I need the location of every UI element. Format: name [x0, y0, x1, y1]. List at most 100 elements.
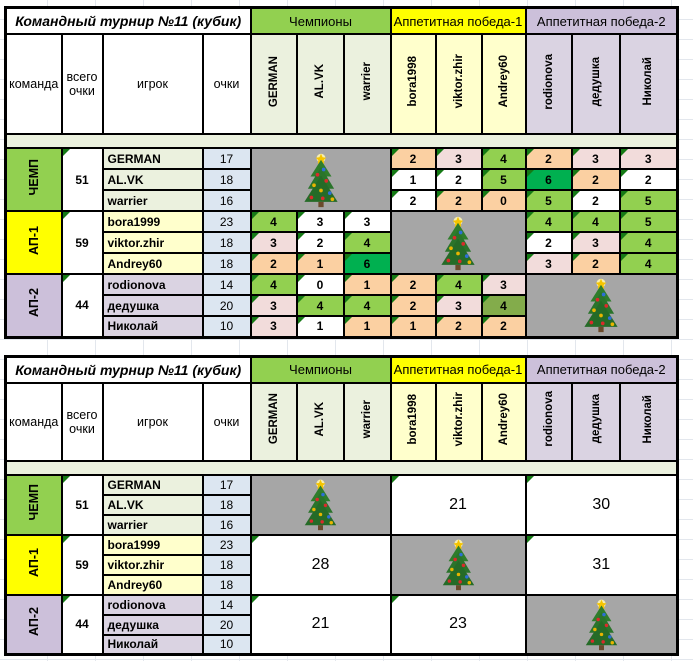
score-cell[interactable]: 3: [524, 252, 573, 275]
score-cell[interactable]: 3: [249, 231, 298, 254]
score-cell[interactable]: 3: [434, 294, 483, 317]
score-cell[interactable]: 5: [480, 168, 527, 191]
score-cell[interactable]: 3: [570, 147, 621, 170]
player-points[interactable]: 20: [201, 294, 252, 317]
player-name[interactable]: viktor.zhir: [101, 553, 204, 576]
score-cell[interactable]: 4: [342, 231, 392, 254]
score-cell[interactable]: 6: [342, 252, 392, 275]
score-cell[interactable]: 4: [295, 294, 345, 317]
team-label[interactable]: АП-2: [4, 593, 63, 656]
player-column-header[interactable]: bora1998: [389, 33, 437, 135]
score-cell[interactable]: 4: [249, 273, 298, 296]
team-total[interactable]: 51: [60, 473, 104, 536]
player-name[interactable]: Andrey60: [101, 252, 204, 275]
player-points[interactable]: 10: [201, 633, 252, 656]
group-header-champions[interactable]: Чемпионы: [249, 6, 392, 35]
score-cell[interactable]: 2: [389, 147, 437, 170]
player-points[interactable]: 10: [201, 315, 252, 338]
score-cell[interactable]: 2: [389, 273, 437, 296]
player-points[interactable]: 18: [201, 573, 252, 596]
player-points[interactable]: 23: [201, 533, 252, 556]
score-cell[interactable]: 3: [249, 315, 298, 338]
score-cell[interactable]: 2: [570, 168, 621, 191]
group-header-ap1[interactable]: Аппетитная победа-1: [389, 355, 527, 384]
score-cell[interactable]: 2: [434, 168, 483, 191]
tree-cell[interactable]: [249, 147, 392, 212]
score-cell[interactable]: 4: [342, 294, 392, 317]
player-name[interactable]: rodionova: [101, 273, 204, 296]
player-name[interactable]: Николай: [101, 633, 204, 656]
score-cell[interactable]: 0: [295, 273, 345, 296]
player-points[interactable]: 14: [201, 273, 252, 296]
player-points[interactable]: 23: [201, 210, 252, 233]
score-cell[interactable]: 5: [618, 189, 679, 212]
score-cell[interactable]: 2: [570, 189, 621, 212]
player-points[interactable]: 18: [201, 553, 252, 576]
score-cell[interactable]: 2: [389, 294, 437, 317]
score-cell[interactable]: 0: [480, 189, 527, 212]
team-label[interactable]: ЧЕМП: [4, 473, 63, 536]
player-name[interactable]: bora1999: [101, 533, 204, 556]
player-column-header[interactable]: Andrey60: [480, 381, 527, 462]
player-name[interactable]: GERMAN: [101, 473, 204, 496]
group-header-champions[interactable]: Чемпионы: [249, 355, 392, 384]
player-column-header[interactable]: warrier: [342, 33, 392, 135]
score-cell[interactable]: 4: [480, 294, 527, 317]
team-score-cell[interactable]: 23: [389, 593, 527, 656]
player-name[interactable]: warrier: [101, 513, 204, 536]
score-cell[interactable]: 2: [295, 231, 345, 254]
score-cell[interactable]: 4: [480, 147, 527, 170]
player-name[interactable]: bora1999: [101, 210, 204, 233]
player-name[interactable]: Николай: [101, 315, 204, 338]
player-name[interactable]: GERMAN: [101, 147, 204, 170]
score-cell[interactable]: 5: [524, 189, 573, 212]
player-points[interactable]: 18: [201, 252, 252, 275]
player-column-header[interactable]: дедушка: [570, 381, 621, 462]
player-column-header[interactable]: GERMAN: [249, 33, 298, 135]
team-score-cell[interactable]: 21: [249, 593, 392, 656]
score-cell[interactable]: 3: [295, 210, 345, 233]
score-cell[interactable]: 4: [249, 210, 298, 233]
tree-cell[interactable]: [524, 593, 679, 656]
player-column-header[interactable]: bora1998: [389, 381, 437, 462]
team-total[interactable]: 59: [60, 533, 104, 596]
player-points[interactable]: 20: [201, 613, 252, 636]
score-cell[interactable]: 6: [524, 168, 573, 191]
tree-cell[interactable]: [389, 533, 527, 596]
score-cell[interactable]: 2: [524, 147, 573, 170]
player-name[interactable]: дедушка: [101, 294, 204, 317]
score-cell[interactable]: 1: [295, 315, 345, 338]
score-cell[interactable]: 4: [524, 210, 573, 233]
score-cell[interactable]: 2: [524, 231, 573, 254]
group-header-ap1[interactable]: Аппетитная победа-1: [389, 6, 527, 35]
score-cell[interactable]: 2: [570, 252, 621, 275]
score-cell[interactable]: 1: [389, 168, 437, 191]
score-cell[interactable]: 3: [570, 231, 621, 254]
score-cell[interactable]: 4: [434, 273, 483, 296]
score-cell[interactable]: 1: [342, 315, 392, 338]
team-score-cell[interactable]: 31: [524, 533, 679, 596]
player-points[interactable]: 18: [201, 168, 252, 191]
player-points[interactable]: 16: [201, 189, 252, 212]
player-points[interactable]: 17: [201, 473, 252, 496]
player-name[interactable]: Andrey60: [101, 573, 204, 596]
score-cell[interactable]: 3: [480, 273, 527, 296]
player-name[interactable]: AL.VK: [101, 168, 204, 191]
team-label[interactable]: АП-1: [4, 210, 63, 275]
score-cell[interactable]: 2: [249, 252, 298, 275]
player-column-header[interactable]: warrier: [342, 381, 392, 462]
player-column-header[interactable]: AL.VK: [295, 33, 345, 135]
team-label[interactable]: АП-1: [4, 533, 63, 596]
player-points[interactable]: 17: [201, 147, 252, 170]
player-name[interactable]: дедушка: [101, 613, 204, 636]
player-column-header[interactable]: Николай: [618, 381, 679, 462]
player-points[interactable]: 16: [201, 513, 252, 536]
score-cell[interactable]: 1: [389, 315, 437, 338]
score-cell[interactable]: 2: [434, 315, 483, 338]
score-cell[interactable]: 4: [618, 231, 679, 254]
player-column-header[interactable]: Николай: [618, 33, 679, 135]
player-column-header[interactable]: дедушка: [570, 33, 621, 135]
tree-cell[interactable]: [249, 473, 392, 536]
player-name[interactable]: warrier: [101, 189, 204, 212]
team-score-cell[interactable]: 21: [389, 473, 527, 536]
